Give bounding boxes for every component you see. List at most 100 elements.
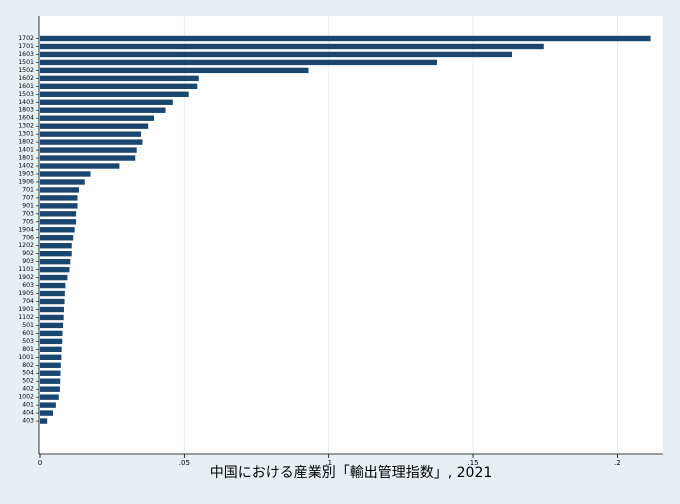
bar-901 [40,203,78,209]
y-tick-label-1503: 1503 [18,91,34,98]
bar-902 [40,250,72,257]
bar-1902 [40,274,68,281]
bar-401 [40,402,56,408]
bar-603 [40,282,66,289]
y-tick-label-1901: 1901 [18,306,34,313]
bar-1403 [40,99,173,105]
bar-1102 [40,314,64,321]
y-tick-label-802: 802 [22,362,34,369]
y-tick-label-1701: 1701 [18,43,34,50]
y-tick-label-705: 705 [22,218,34,225]
y-tick-label-704: 704 [22,298,34,305]
bar-601 [40,330,63,337]
y-tick-label-1402: 1402 [18,163,34,170]
y-tick-label-703: 703 [22,210,34,217]
bar-1401 [40,147,137,153]
y-tick-label-403: 403 [22,418,34,425]
y-tick-label-1803: 1803 [18,107,34,114]
bar-1802 [40,139,143,145]
y-tick-label-1403: 1403 [18,99,34,106]
y-tick-label-901: 901 [22,202,34,209]
y-tick-label-404: 404 [22,410,34,417]
x-tick-label: .05 [179,459,190,467]
y-tick-label-801: 801 [22,346,34,353]
bar-1604 [40,115,155,121]
bar-1601 [40,83,198,90]
bar-1801 [40,155,136,161]
y-tick-label-1602: 1602 [18,75,34,82]
bar-1101 [40,266,70,273]
x-tick-label: .1 [325,459,332,467]
bar-1803 [40,107,166,113]
y-tick-label-1001: 1001 [18,354,34,361]
y-tick-label-701: 701 [22,186,34,193]
gridlines [183,16,618,454]
y-tick-label-1604: 1604 [18,115,34,122]
bar-1503 [40,91,189,97]
bar-1202 [40,243,72,249]
y-tick-label-1903: 1903 [18,170,34,177]
bar-705 [40,219,77,225]
bar-1002 [40,394,59,400]
bar-1402 [40,163,120,169]
bar-701 [40,187,79,193]
y-tick-label-1202: 1202 [18,242,34,249]
bar-1905 [40,290,65,297]
bar-703 [40,211,77,217]
y-tick-label-601: 601 [22,330,34,337]
bar-1702 [40,35,651,42]
x-tick-label: .15 [467,459,478,467]
bar-502 [40,378,61,384]
y-tick-label-1601: 1601 [18,83,34,90]
y-tick-label-1905: 1905 [18,290,34,297]
bar-1501 [40,59,437,66]
bar-1901 [40,306,64,313]
y-tick-label-1801: 1801 [18,155,34,162]
y-tick-label-1501: 1501 [18,59,34,66]
bar-1603 [40,51,513,58]
bar-403 [40,418,48,424]
bar-503 [40,338,63,345]
y-tick-label-1904: 1904 [18,226,34,233]
bar-1903 [40,171,91,177]
y-tick-label-1002: 1002 [18,394,34,401]
bars [40,35,651,424]
bar-402 [40,386,60,392]
bar-801 [40,346,62,353]
bar-1701 [40,43,544,50]
bar-1904 [40,227,75,233]
plot-area [39,16,663,454]
bar-707 [40,195,78,201]
bar-903 [40,258,71,265]
y-tick-label-1906: 1906 [18,178,34,185]
bar-1301 [40,131,142,137]
y-tick-label-501: 501 [22,322,34,329]
bar-802 [40,362,61,368]
x-axis-label: 中国における産業別「輸出管理指数」, 2021 [210,465,493,481]
y-tick-label-707: 707 [22,194,34,201]
bar-704 [40,298,65,305]
x-tick-labels: 0 .05 .1 .15 .2 [38,454,621,467]
y-tick-label-1301: 1301 [18,131,34,138]
y-tick-label-903: 903 [22,258,34,265]
y-tick-label-1902: 1902 [18,274,34,281]
bar-1906 [40,179,85,185]
y-tick-label-1702: 1702 [18,35,34,42]
x-tick-label: .2 [614,459,621,467]
bar-501 [40,322,64,329]
bar-1001 [40,354,62,360]
y-tick-label-502: 502 [22,378,34,385]
y-tick-label-603: 603 [22,282,34,289]
y-tick-label-902: 902 [22,250,34,257]
y-tick-label-1603: 1603 [18,51,34,58]
bar-504 [40,370,61,376]
y-tick-label-1101: 1101 [18,266,34,273]
y-tick-labels: 1702170116031501150216021601150314031803… [18,35,39,425]
bar-706 [40,235,74,241]
x-tick-label: 0 [38,459,42,467]
bar-1502 [40,67,309,74]
bar-404 [40,410,53,416]
y-tick-label-1502: 1502 [18,67,34,74]
